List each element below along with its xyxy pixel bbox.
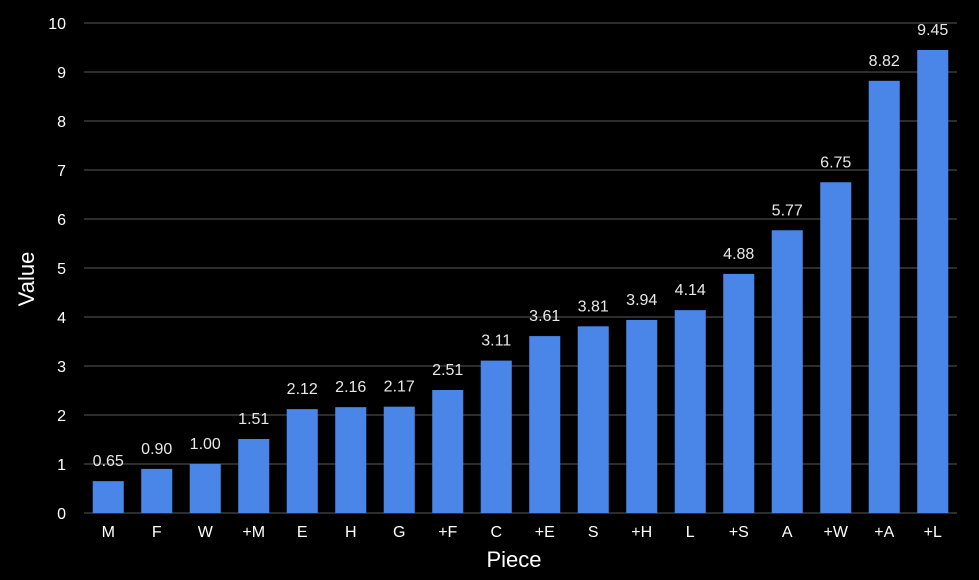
y-tick-label: 1 [57, 457, 66, 474]
x-tick-label: +L [924, 524, 942, 541]
data-labels: 0.65 0.90 1.00 1.51 2.12 2.16 2.17 2.51 3.11 3.61… [93, 22, 949, 470]
y-tick-label: 3 [57, 359, 66, 376]
y-tick-label: 7 [57, 163, 66, 180]
data-label: 0.90 [141, 441, 172, 458]
bar [238, 439, 270, 513]
data-label: 0.65 [93, 453, 124, 470]
x-tick-label: S [588, 524, 599, 541]
bar [335, 407, 367, 513]
data-label: 4.88 [723, 246, 754, 263]
data-label: 3.61 [529, 308, 560, 325]
x-tick-label: W [198, 524, 214, 541]
bar [189, 464, 221, 513]
x-tick-label: +F [438, 524, 457, 541]
bars [92, 49, 949, 513]
y-tick-label: 0 [57, 506, 66, 523]
bar [771, 230, 803, 513]
x-tick-label: F [152, 524, 162, 541]
data-label: 9.45 [917, 22, 948, 39]
data-label: 6.75 [820, 154, 851, 171]
x-axis-ticks: M F W +M E H G +F C +E S +H L +S A +W +A +L [102, 524, 942, 541]
x-tick-label: E [297, 524, 308, 541]
data-label: 3.94 [626, 292, 657, 309]
x-tick-label: +H [631, 524, 652, 541]
bar [626, 319, 658, 513]
bar [141, 468, 173, 513]
bar [868, 80, 900, 513]
data-label: 1.51 [238, 411, 269, 428]
bar [820, 182, 852, 513]
bar [723, 273, 755, 513]
x-axis-title: Piece [486, 547, 541, 572]
data-label: 2.16 [335, 379, 366, 396]
x-tick-label: H [345, 524, 357, 541]
y-tick-label: 2 [57, 408, 66, 425]
y-tick-label: 8 [57, 114, 66, 131]
data-label: 2.17 [384, 379, 415, 396]
x-tick-label: A [782, 524, 793, 541]
bar [432, 390, 464, 513]
bar [383, 406, 415, 513]
y-tick-label: 4 [57, 310, 66, 327]
data-label: 3.11 [481, 333, 511, 350]
y-tick-label: 5 [57, 261, 66, 278]
data-label: 2.51 [432, 362, 463, 379]
bar [480, 360, 512, 513]
x-tick-label: +E [535, 524, 555, 541]
bar [286, 409, 318, 513]
bar [529, 336, 561, 513]
y-tick-label: 6 [57, 212, 66, 229]
data-label: 1.00 [190, 436, 221, 453]
data-label: 2.12 [287, 381, 318, 398]
x-tick-label: +W [824, 524, 849, 541]
bar [674, 310, 706, 513]
data-label: 8.82 [869, 53, 900, 70]
x-tick-label: G [393, 524, 405, 541]
y-tick-label: 9 [57, 65, 66, 82]
data-label: 3.81 [578, 298, 609, 315]
bar [577, 326, 609, 513]
bar [92, 481, 124, 513]
x-tick-label: +M [242, 524, 265, 541]
x-tick-label: +A [874, 524, 894, 541]
x-tick-label: M [102, 524, 115, 541]
data-label: 5.77 [772, 202, 803, 219]
y-axis-title: Value [14, 252, 39, 307]
x-tick-label: +S [729, 524, 749, 541]
x-tick-label: C [490, 524, 502, 541]
data-label: 4.14 [675, 282, 706, 299]
x-tick-label: L [686, 524, 695, 541]
y-axis-ticks: 0 1 2 3 4 5 6 7 8 9 10 [48, 16, 66, 523]
gridlines [84, 22, 957, 514]
y-tick-label: 10 [48, 16, 66, 33]
bar [917, 49, 949, 513]
